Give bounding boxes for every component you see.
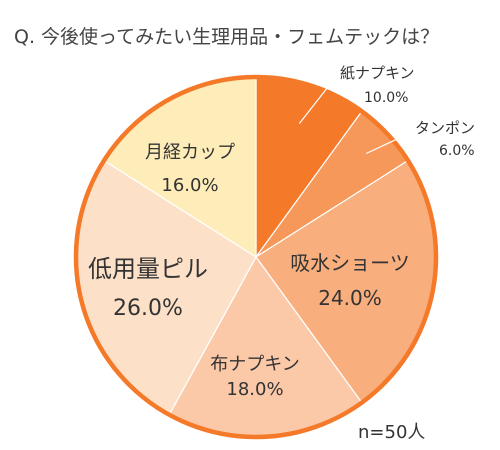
sample-size-note: n=50人 (358, 422, 426, 443)
slice-label-1: 紙ナプキン (340, 64, 415, 82)
slice-label-5: 低用量ピル (88, 255, 208, 283)
callout-line-2 (365, 132, 411, 155)
pie-outline (73, 74, 439, 440)
chart-title: Q. 今後使ってみたい生理用品・フェムテックは？ (14, 26, 440, 48)
slice-label-2: タンポン (415, 119, 475, 137)
slice-value-6: 16.0% (161, 175, 218, 196)
slice-value-3: 24.0% (318, 286, 382, 310)
slice-value-2: 6.0% (439, 143, 475, 159)
slice-value-5: 26.0% (113, 296, 183, 321)
slice-value-1: 10.0% (364, 90, 408, 106)
slice-label-3: 吸水ショーツ (290, 251, 410, 275)
slice-label-6: 月経カップ (145, 142, 235, 163)
slice-label-4: 布ナプキン (210, 354, 299, 375)
slice-value-4: 18.0% (226, 379, 283, 400)
callout-line-1 (298, 77, 336, 124)
